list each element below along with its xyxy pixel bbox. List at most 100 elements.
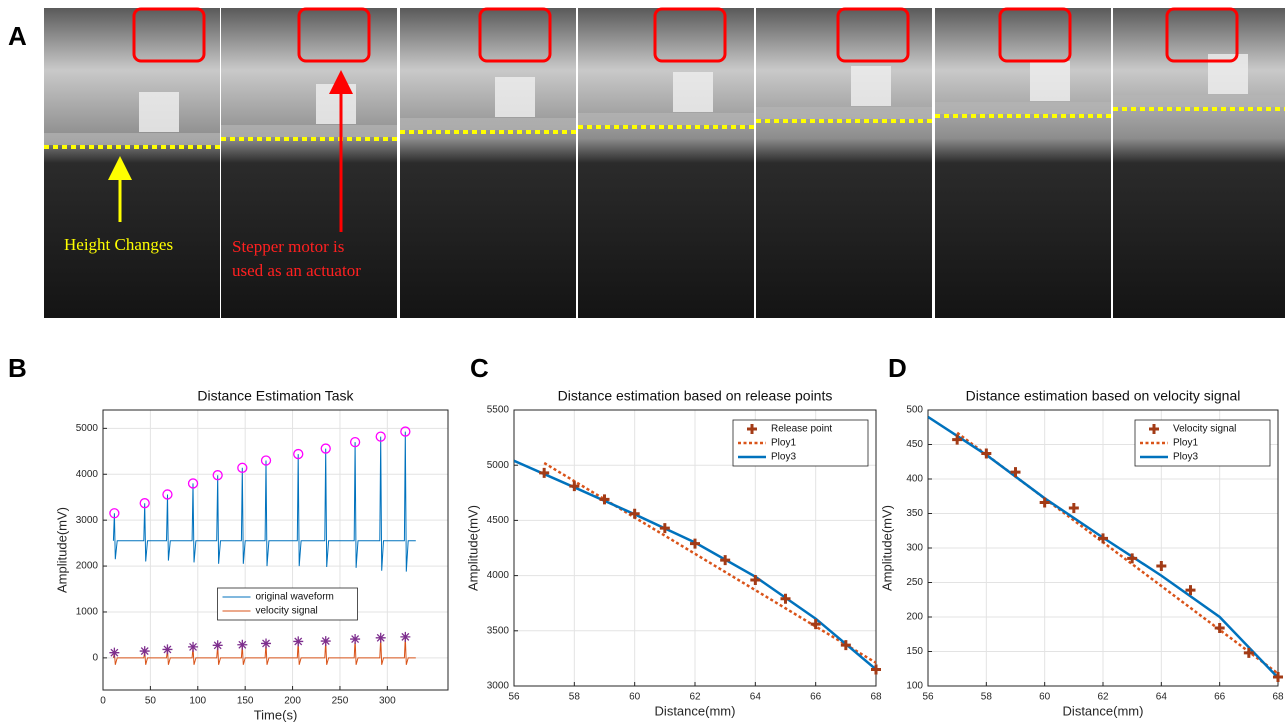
highlight-box: [478, 7, 552, 63]
y-tick-label: 5000: [487, 460, 510, 471]
marker: [187, 478, 199, 489]
chart-title: Distance estimation based on velocity si…: [966, 388, 1241, 404]
chart-title: Distance Estimation Task: [197, 388, 354, 404]
x-tick-label: 58: [569, 692, 581, 703]
marker: [720, 555, 731, 566]
y-axis-label: Amplitude(mV): [54, 507, 69, 593]
marker: [629, 508, 640, 519]
fixture: [851, 66, 891, 106]
y-tick-label: 150: [906, 646, 923, 657]
x-tick-label: 64: [1156, 692, 1168, 703]
plot-area: [103, 410, 448, 690]
x-tick-label: 66: [1214, 692, 1226, 703]
legend-swatch: [1149, 424, 1159, 434]
plot-group: 56 58 60 62 64 66 68 100 150 200 250 300 350 400 450 50…: [906, 405, 1284, 703]
marker: [810, 619, 821, 630]
marker: [1156, 560, 1167, 571]
panel-label: D: [888, 353, 907, 383]
marker: [212, 640, 223, 651]
marker: [261, 638, 272, 649]
y-axis-label: Amplitude(mV): [879, 505, 894, 591]
marker: [400, 631, 411, 642]
marker: [599, 494, 610, 505]
marker: [840, 640, 851, 651]
marker: [780, 593, 791, 604]
x-tick-label: 62: [1097, 692, 1109, 703]
marker: [349, 436, 361, 448]
y-tick-label: 4000: [76, 469, 99, 480]
highlight-box: [132, 7, 206, 63]
marker: [569, 481, 580, 492]
legend-label: Release point: [771, 424, 832, 435]
panel-label: C: [470, 353, 489, 383]
highlight-box: [998, 7, 1072, 63]
marker: [212, 470, 223, 481]
marker: [659, 523, 670, 534]
y-tick-label: 5500: [487, 405, 510, 416]
y-tick-label: 0: [92, 653, 98, 664]
x-axis-label: Time(s): [254, 707, 298, 722]
y-tick-label: 1000: [76, 607, 99, 618]
highlight-box: [836, 7, 910, 63]
marker: [1273, 672, 1283, 683]
legend-label: Ploy1: [1173, 438, 1198, 449]
marker: [981, 448, 992, 459]
platform: [44, 133, 220, 145]
legend-label: Ploy3: [771, 452, 796, 463]
legend-label: Ploy3: [1173, 452, 1198, 463]
photo-strip: [44, 7, 1285, 318]
fixture: [316, 84, 356, 124]
marker: [952, 434, 963, 445]
x-tick-label: 100: [189, 696, 206, 707]
y-tick-label: 400: [906, 474, 923, 485]
marker: [1214, 623, 1225, 634]
axes-box: [513, 409, 877, 687]
photo: [44, 8, 220, 318]
marker: [375, 632, 386, 643]
photo: [935, 8, 1111, 318]
marker: [188, 641, 199, 652]
legend-swatch: [747, 424, 757, 434]
panel-label: A: [8, 21, 27, 51]
x-tick-label: 68: [870, 692, 882, 703]
y-tick-label: 450: [906, 439, 923, 450]
platform: [221, 125, 397, 137]
marker: [320, 636, 331, 647]
y-tick-label: 200: [906, 612, 923, 623]
x-tick-label: 64: [750, 692, 762, 703]
x-axis-label: Distance(mm): [1063, 703, 1144, 718]
fixture: [1030, 61, 1070, 101]
y-tick-label: 3000: [487, 681, 510, 692]
marker: [750, 575, 761, 586]
y-tick-label: 300: [906, 543, 923, 554]
legend-box: [217, 587, 358, 621]
y-tick-label: 500: [906, 405, 923, 416]
marker: [162, 644, 173, 655]
highlight-box: [1165, 7, 1239, 63]
marker: [260, 455, 272, 466]
y-tick-label: 350: [906, 508, 923, 519]
highlight-box: [297, 7, 371, 63]
axes-box: [927, 409, 1279, 687]
marker: [690, 538, 700, 549]
x-tick-label: 68: [1272, 692, 1284, 703]
platform: [578, 113, 754, 125]
marker: [109, 508, 120, 519]
marker: [1010, 467, 1021, 478]
x-tick-label: 62: [689, 692, 701, 703]
x-tick-label: 250: [332, 696, 349, 707]
y-tick-label: 3500: [487, 625, 510, 636]
fixture: [139, 92, 179, 132]
marker: [1185, 585, 1196, 596]
marker: [293, 448, 304, 460]
marker: [400, 426, 411, 437]
x-tick-label: 300: [379, 696, 396, 707]
x-tick-label: 66: [810, 692, 822, 703]
x-tick-label: 60: [1039, 692, 1051, 703]
photo: [1113, 8, 1285, 318]
annotation: Height Changes: [64, 235, 173, 254]
platform: [756, 107, 932, 119]
marker: [1068, 502, 1079, 513]
fixture: [495, 77, 535, 117]
platform: [935, 102, 1111, 114]
